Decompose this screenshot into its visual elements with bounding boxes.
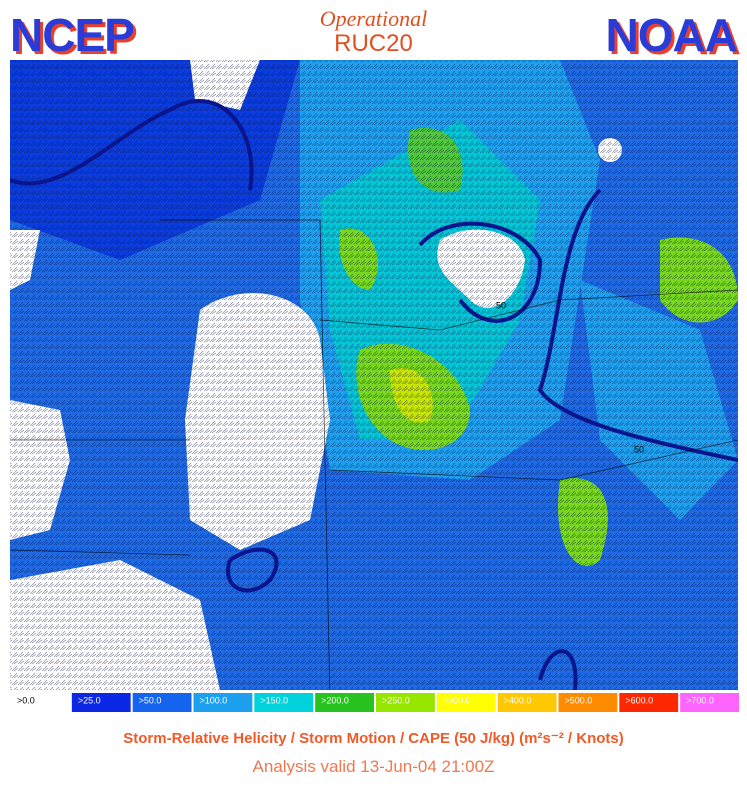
subtitle: Operational bbox=[319, 6, 428, 31]
legend-label: >0.0 bbox=[17, 695, 35, 705]
legend-swatch bbox=[315, 693, 374, 712]
legend-label: >500.0 bbox=[565, 695, 593, 705]
legend-swatch bbox=[11, 693, 70, 712]
legend-label: >25.0 bbox=[78, 695, 101, 705]
legend-label: >250.0 bbox=[382, 695, 410, 705]
ncep-logo: NCEP bbox=[10, 9, 135, 61]
legend-swatch bbox=[619, 693, 679, 712]
legend-label: >300.0 bbox=[443, 695, 471, 705]
legend-swatch bbox=[680, 693, 739, 712]
legend-swatch bbox=[436, 693, 496, 712]
noaa-logo: NOAA bbox=[605, 9, 738, 61]
legend-swatch bbox=[254, 693, 314, 712]
title: RUC20 bbox=[334, 30, 413, 57]
legend-label: >50.0 bbox=[139, 695, 162, 705]
legend-swatch bbox=[71, 693, 131, 712]
legend-swatch bbox=[193, 693, 253, 712]
legend-label: >600.0 bbox=[625, 695, 653, 705]
legend-swatch bbox=[497, 693, 557, 712]
legend-swatch bbox=[376, 693, 435, 712]
legend-label: >700.0 bbox=[686, 695, 714, 705]
contour-label: 50 bbox=[634, 444, 644, 454]
legend-label: >200.0 bbox=[321, 695, 349, 705]
caption: Storm-Relative Helicity / Storm Motion /… bbox=[123, 730, 624, 747]
legend-label: >150.0 bbox=[260, 695, 288, 705]
map-field bbox=[10, 60, 738, 690]
legend-swatch bbox=[132, 693, 192, 712]
legend-swatch bbox=[558, 693, 618, 712]
contour-label: 50 bbox=[496, 300, 506, 310]
legend-label: >400.0 bbox=[504, 695, 532, 705]
legend: >0.0 >25.0 >50.0 >100.0 >150.0 >200.0 >250.0 >3… bbox=[11, 693, 739, 712]
analysis-time: Analysis valid 13-Jun-04 21:00Z bbox=[252, 757, 495, 776]
map: 50 50 >0.0 >25.0 >50.0 >100.0 >150.0 >200.0 >2… bbox=[10, 60, 739, 712]
legend-label: >100.0 bbox=[200, 695, 228, 705]
